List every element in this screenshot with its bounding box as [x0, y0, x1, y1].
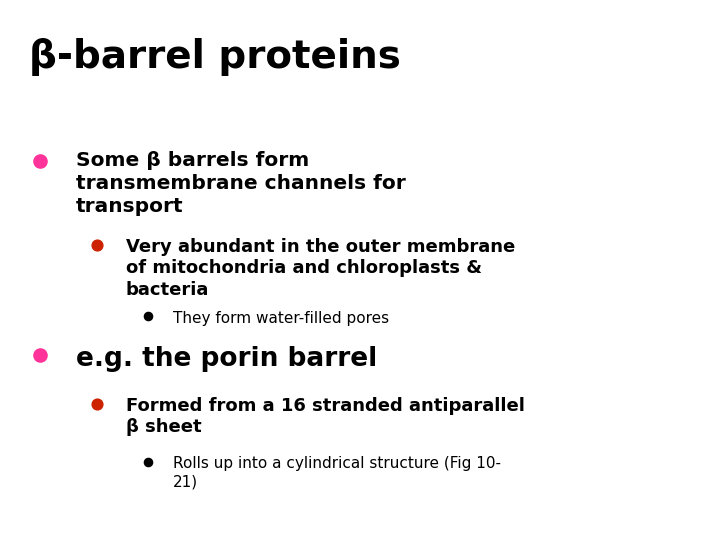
Point	[91, 241, 103, 249]
Text: e.g. the porin barrel: e.g. the porin barrel	[76, 346, 377, 372]
Point	[142, 312, 153, 320]
Point	[34, 351, 45, 360]
Point	[34, 157, 45, 165]
Point	[91, 400, 103, 409]
Text: β-barrel proteins: β-barrel proteins	[29, 38, 400, 76]
Text: Rolls up into a cylindrical structure (Fig 10-
21): Rolls up into a cylindrical structure (F…	[173, 456, 501, 489]
Text: They form water-filled pores: They form water-filled pores	[173, 310, 389, 326]
Text: Some β barrels form
transmembrane channels for
transport: Some β barrels form transmembrane channe…	[76, 151, 405, 215]
Text: Formed from a 16 stranded antiparallel
β sheet: Formed from a 16 stranded antiparallel β…	[126, 397, 525, 436]
Point	[142, 457, 153, 466]
Text: Very abundant in the outer membrane
of mitochondria and chloroplasts &
bacteria: Very abundant in the outer membrane of m…	[126, 238, 516, 299]
